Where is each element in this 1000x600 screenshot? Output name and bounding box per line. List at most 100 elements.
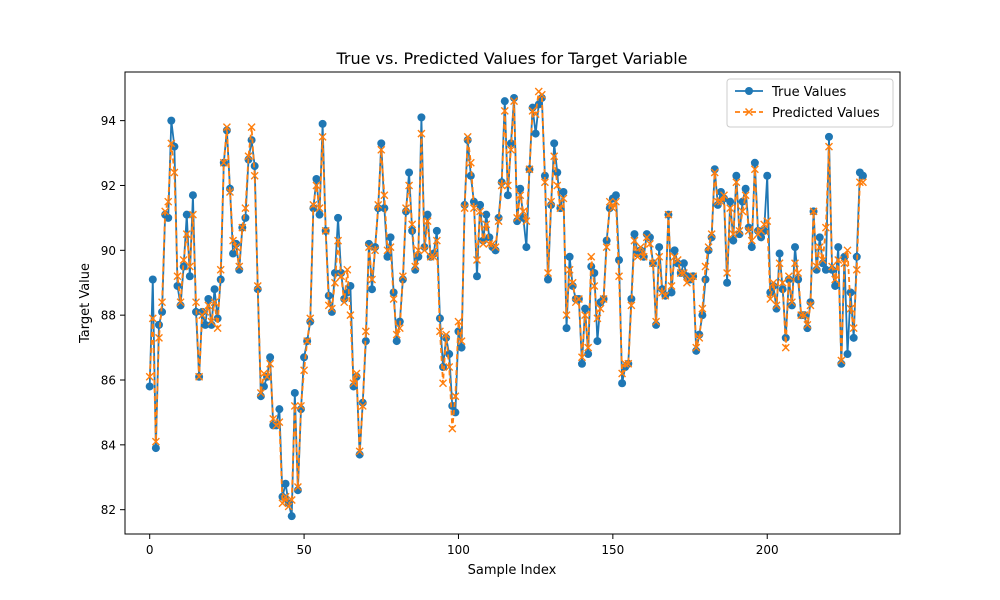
x-axis-label: Sample Index (468, 563, 557, 578)
predicted-value-point (401, 204, 410, 213)
true-value-point (445, 350, 454, 359)
predicted-value-point (639, 252, 648, 261)
true-value-point (482, 210, 491, 219)
true-value-point (577, 359, 586, 368)
predicted-value-point (145, 372, 154, 381)
true-value-point (750, 158, 759, 167)
predicted-value-point (170, 168, 179, 177)
predicted-value-point (645, 239, 654, 248)
predicted-value-point (411, 262, 420, 271)
true-value-point (766, 288, 775, 297)
predicted-value-point (763, 217, 772, 226)
true-value-point (188, 191, 197, 200)
chart-title: True vs. Predicted Values for Target Var… (335, 49, 687, 68)
true-value-point (432, 226, 441, 235)
predicted-value-point (457, 337, 466, 346)
predicted-value-point (522, 217, 531, 226)
predicted-value-point (241, 204, 250, 213)
predicted-value-point (608, 204, 617, 213)
predicted-value-point (831, 275, 840, 284)
true-value-point (439, 363, 448, 372)
predicted-value-point (652, 317, 661, 326)
predicted-value-point (414, 246, 423, 255)
true-value-point (185, 272, 194, 281)
predicted-value-point (386, 243, 395, 252)
predicted-value-point (707, 230, 716, 239)
predicted-value-point (405, 181, 414, 190)
true-value-point (655, 243, 664, 252)
predicted-value-point (266, 359, 275, 368)
predicted-value-point (679, 269, 688, 278)
predicted-value-point (664, 210, 673, 219)
legend-true-label: True Values (771, 85, 846, 100)
true-value-point (318, 119, 327, 128)
predicted-value-point (476, 207, 485, 216)
true-value-point (312, 174, 321, 183)
predicted-value-point (803, 320, 812, 329)
predicted-value-point (720, 191, 728, 200)
predicted-value-point (380, 191, 389, 200)
predicted-value-point (738, 207, 747, 216)
predicted-value-point (791, 259, 800, 268)
true-value-point (476, 200, 485, 209)
predicted-value-point (732, 178, 741, 187)
predicted-value-point (161, 207, 170, 216)
plot-area-frame (124, 71, 901, 535)
y-axis-label: Target Value (78, 263, 93, 344)
predicted-value-point (284, 502, 293, 511)
predicted-value-point (290, 401, 299, 410)
predicted-value-point (435, 327, 444, 336)
predicted-value-point (287, 495, 296, 504)
predicted-value-point (256, 388, 265, 397)
true-value-point (281, 479, 290, 488)
x-tick-label: 100 (447, 543, 470, 557)
true-value-point (667, 288, 676, 297)
predicted-value-point (676, 269, 685, 278)
predicted-value-point (408, 220, 417, 229)
predicted-value-point (469, 204, 478, 213)
predicted-value-point (374, 200, 383, 209)
predicted-value-point (849, 324, 858, 333)
predicted-value-point (581, 311, 590, 320)
predicted-value-point (846, 304, 855, 313)
predicted-value-point (148, 314, 157, 323)
predicted-value-point (439, 379, 448, 388)
predicted-value-point (250, 171, 259, 180)
predicted-value-point (417, 129, 426, 138)
true-value-point (741, 184, 750, 193)
predicted-value-point (201, 307, 210, 316)
predicted-value-point (741, 191, 750, 200)
true-value-point (747, 243, 756, 252)
predicted-value-point (747, 236, 756, 245)
predicted-value-point (368, 275, 377, 284)
predicted-value-point (275, 418, 284, 427)
predicted-value-point (494, 217, 503, 226)
predicted-value-point (744, 226, 753, 235)
predicted-value-point (321, 226, 330, 235)
predicted-value-point (655, 252, 664, 261)
true-value-point (858, 171, 867, 180)
true-value-point (383, 252, 392, 261)
predicted-value-point (491, 243, 500, 252)
true-value-point (726, 197, 735, 206)
predicted-value-point (818, 256, 827, 265)
predicted-value-point (167, 139, 176, 148)
legend-true-marker (745, 87, 753, 95)
true-value-point (627, 294, 636, 303)
x-tick-label: 200 (756, 543, 779, 557)
predicted-value-point (642, 233, 651, 242)
predicted-value-point (809, 207, 818, 216)
predicted-value-point (828, 262, 837, 271)
predicted-value-point (207, 317, 216, 326)
true-value-point (266, 353, 275, 362)
legend-pred-marker (744, 107, 754, 117)
predicted-value-point (726, 204, 735, 213)
predicted-value-point (568, 278, 577, 287)
true-value-point (544, 275, 553, 284)
predicted-value-point (303, 337, 312, 346)
predicted-value-point (781, 343, 790, 352)
legend: True Values Predicted Values (726, 78, 894, 128)
predicted-value-point (843, 246, 852, 255)
predicted-value-point (278, 499, 287, 508)
true-value-point (791, 243, 800, 252)
